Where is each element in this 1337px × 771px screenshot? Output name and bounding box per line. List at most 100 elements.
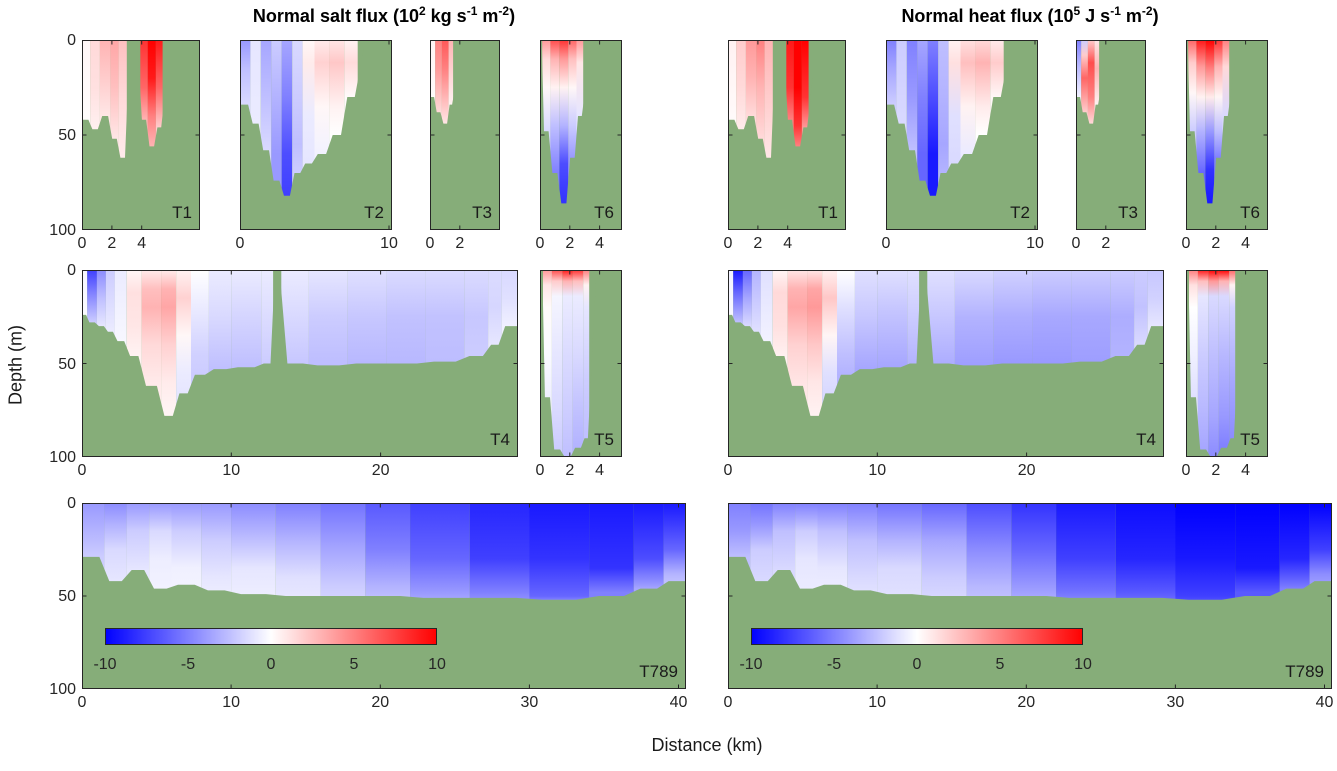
y-tick-label: 0 bbox=[67, 32, 76, 49]
title-superscript: -2 bbox=[498, 4, 510, 18]
colorbar-tick-label: 10 bbox=[428, 656, 446, 673]
panel-label-t1-heat: T1 bbox=[818, 203, 838, 222]
title-text: kg s bbox=[425, 6, 467, 26]
x-axis-label: Distance (km) bbox=[651, 735, 763, 755]
title-superscript: -1 bbox=[466, 4, 478, 18]
panel-t1-salt bbox=[82, 40, 200, 230]
panel-t789-heat bbox=[728, 503, 1332, 689]
panel-label-t1-salt: T1 bbox=[172, 203, 192, 222]
x-tick-label: 2 bbox=[753, 235, 763, 252]
x-tick-label: 10 bbox=[868, 694, 887, 711]
x-tick-label: 2 bbox=[565, 235, 575, 252]
panel-t4-heat bbox=[728, 270, 1164, 457]
panel-t5-heat bbox=[1186, 270, 1268, 457]
x-tick-label: 30 bbox=[520, 694, 539, 711]
x-tick-label: 10 bbox=[1026, 235, 1044, 252]
x-tick-label: 40 bbox=[669, 694, 688, 711]
x-tick-label: 30 bbox=[1166, 694, 1185, 711]
x-tick-label: 10 bbox=[380, 235, 398, 252]
title-text: Normal salt flux (10 bbox=[252, 6, 419, 26]
colorbar-tick-label: 0 bbox=[266, 656, 276, 673]
x-tick-label: 0 bbox=[881, 235, 891, 252]
title-superscript: -2 bbox=[1141, 4, 1153, 18]
panel-t4-salt bbox=[82, 270, 518, 457]
colorbar-tick-label: -5 bbox=[826, 656, 842, 673]
title-text: J s bbox=[1080, 6, 1111, 26]
y-tick-label: 50 bbox=[58, 355, 76, 373]
title-text: m bbox=[1120, 6, 1142, 26]
x-tick-label: 0 bbox=[425, 235, 435, 252]
x-tick-label: 0 bbox=[77, 235, 87, 252]
x-tick-label: 20 bbox=[371, 462, 390, 479]
x-tick-label: 0 bbox=[535, 235, 545, 252]
y-tick-label: 100 bbox=[49, 449, 76, 466]
x-tick-label: 10 bbox=[868, 462, 887, 479]
colorbar-tick-label: 10 bbox=[1074, 656, 1092, 673]
panel-label-t3-salt: T3 bbox=[472, 203, 492, 222]
x-tick-label: 40 bbox=[1315, 694, 1334, 711]
x-tick-label: 0 bbox=[1181, 235, 1191, 252]
colorbar-tick-label: 5 bbox=[349, 656, 359, 673]
x-tick-label: 20 bbox=[371, 694, 390, 711]
panel-label-t2-salt: T2 bbox=[364, 203, 384, 222]
x-tick-label: 4 bbox=[783, 235, 793, 252]
panel-t2-heat bbox=[886, 40, 1038, 230]
panel-label-t4-heat: T4 bbox=[1136, 430, 1156, 449]
x-tick-label: 10 bbox=[222, 694, 241, 711]
title-superscript: 2 bbox=[418, 4, 426, 18]
colorbar-tick-label: 5 bbox=[995, 656, 1005, 673]
x-tick-label: 0 bbox=[77, 694, 87, 711]
x-tick-label: 20 bbox=[1017, 462, 1036, 479]
y-tick-label: 0 bbox=[67, 495, 76, 512]
title-text: m bbox=[477, 6, 499, 26]
y-tick-label: 50 bbox=[58, 588, 76, 605]
panel-label-t3-heat: T3 bbox=[1118, 203, 1138, 222]
y-tick-label: 0 bbox=[67, 262, 76, 279]
x-tick-label: 2 bbox=[107, 235, 117, 252]
panel-label-t789-heat: T789 bbox=[1285, 662, 1324, 681]
x-tick-label: 4 bbox=[137, 235, 147, 252]
x-tick-label: 0 bbox=[723, 235, 733, 252]
x-tick-label: 2 bbox=[455, 235, 465, 252]
y-axis-label: Depth (m) bbox=[5, 324, 26, 406]
left-column-title: Normal salt flux (102 kg s-1 m-2) bbox=[82, 4, 686, 27]
x-tick-label: 4 bbox=[595, 235, 605, 252]
panel-label-t2-heat: T2 bbox=[1010, 203, 1030, 222]
y-tick-label: 100 bbox=[49, 681, 76, 698]
x-tick-label: 2 bbox=[1211, 462, 1221, 479]
x-tick-label: 20 bbox=[1017, 694, 1036, 711]
panel-t5-salt bbox=[540, 270, 622, 457]
panel-t3-heat bbox=[1076, 40, 1146, 230]
title-text: ) bbox=[1152, 6, 1159, 26]
panel-label-t5-salt: T5 bbox=[594, 430, 614, 449]
panel-t3-salt bbox=[430, 40, 500, 230]
panel-label-t5-heat: T5 bbox=[1240, 430, 1260, 449]
title-superscript: -1 bbox=[1110, 4, 1121, 18]
colorbar-tick-label: -5 bbox=[180, 656, 196, 673]
colorbar-tick-label: 0 bbox=[912, 656, 922, 673]
x-tick-label: 0 bbox=[723, 462, 733, 479]
x-tick-label: 0 bbox=[1071, 235, 1081, 252]
x-tick-label: 0 bbox=[535, 462, 545, 479]
x-tick-label: 2 bbox=[1211, 235, 1221, 252]
right-column-title: Normal heat flux (105 J s-1 m-2) bbox=[728, 4, 1332, 27]
panel-label-t4-salt: T4 bbox=[490, 430, 510, 449]
title-text: ) bbox=[509, 6, 516, 26]
panel-label-t6-heat: T6 bbox=[1240, 203, 1260, 222]
title-text: Normal heat flux (10 bbox=[901, 6, 1074, 26]
title-superscript: 5 bbox=[1073, 4, 1081, 18]
colorbar-tick-label: -10 bbox=[739, 656, 763, 673]
panel-t2-salt bbox=[240, 40, 392, 230]
colorbar-salt bbox=[105, 628, 437, 645]
x-tick-label: 4 bbox=[1241, 462, 1251, 479]
x-tick-label: 0 bbox=[235, 235, 245, 252]
x-tick-label: 2 bbox=[565, 462, 575, 479]
x-tick-label: 0 bbox=[723, 694, 733, 711]
panel-label-t789-salt: T789 bbox=[639, 662, 678, 681]
panel-t1-heat bbox=[728, 40, 846, 230]
x-tick-label: 4 bbox=[595, 462, 605, 479]
x-tick-label: 0 bbox=[77, 462, 87, 479]
x-tick-label: 4 bbox=[1241, 235, 1251, 252]
panel-t6-salt bbox=[540, 40, 622, 230]
